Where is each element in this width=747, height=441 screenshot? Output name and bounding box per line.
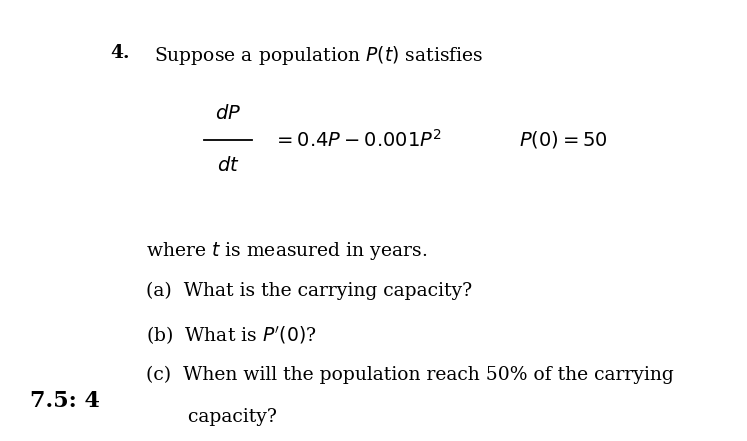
Text: $dP$: $dP$ xyxy=(215,105,241,123)
Text: (a)  What is the carrying capacity?: (a) What is the carrying capacity? xyxy=(146,282,472,300)
Text: (b)  What is $P'(0)$?: (b) What is $P'(0)$? xyxy=(146,324,316,347)
Text: (c)  When will the population reach 50% of the carrying: (c) When will the population reach 50% o… xyxy=(146,366,673,384)
Text: where $t$ is measured in years.: where $t$ is measured in years. xyxy=(146,240,427,262)
Text: $P(0) = 50$: $P(0) = 50$ xyxy=(519,129,608,150)
Text: 4.: 4. xyxy=(111,44,130,62)
Text: capacity?: capacity? xyxy=(146,408,276,426)
Text: Suppose a population $P(t)$ satisfies: Suppose a population $P(t)$ satisfies xyxy=(154,44,483,67)
Text: $dt$: $dt$ xyxy=(217,156,239,175)
Text: $= 0.4P - 0.001P^2$: $= 0.4P - 0.001P^2$ xyxy=(273,129,441,151)
Text: 7.5: 4: 7.5: 4 xyxy=(30,390,100,412)
